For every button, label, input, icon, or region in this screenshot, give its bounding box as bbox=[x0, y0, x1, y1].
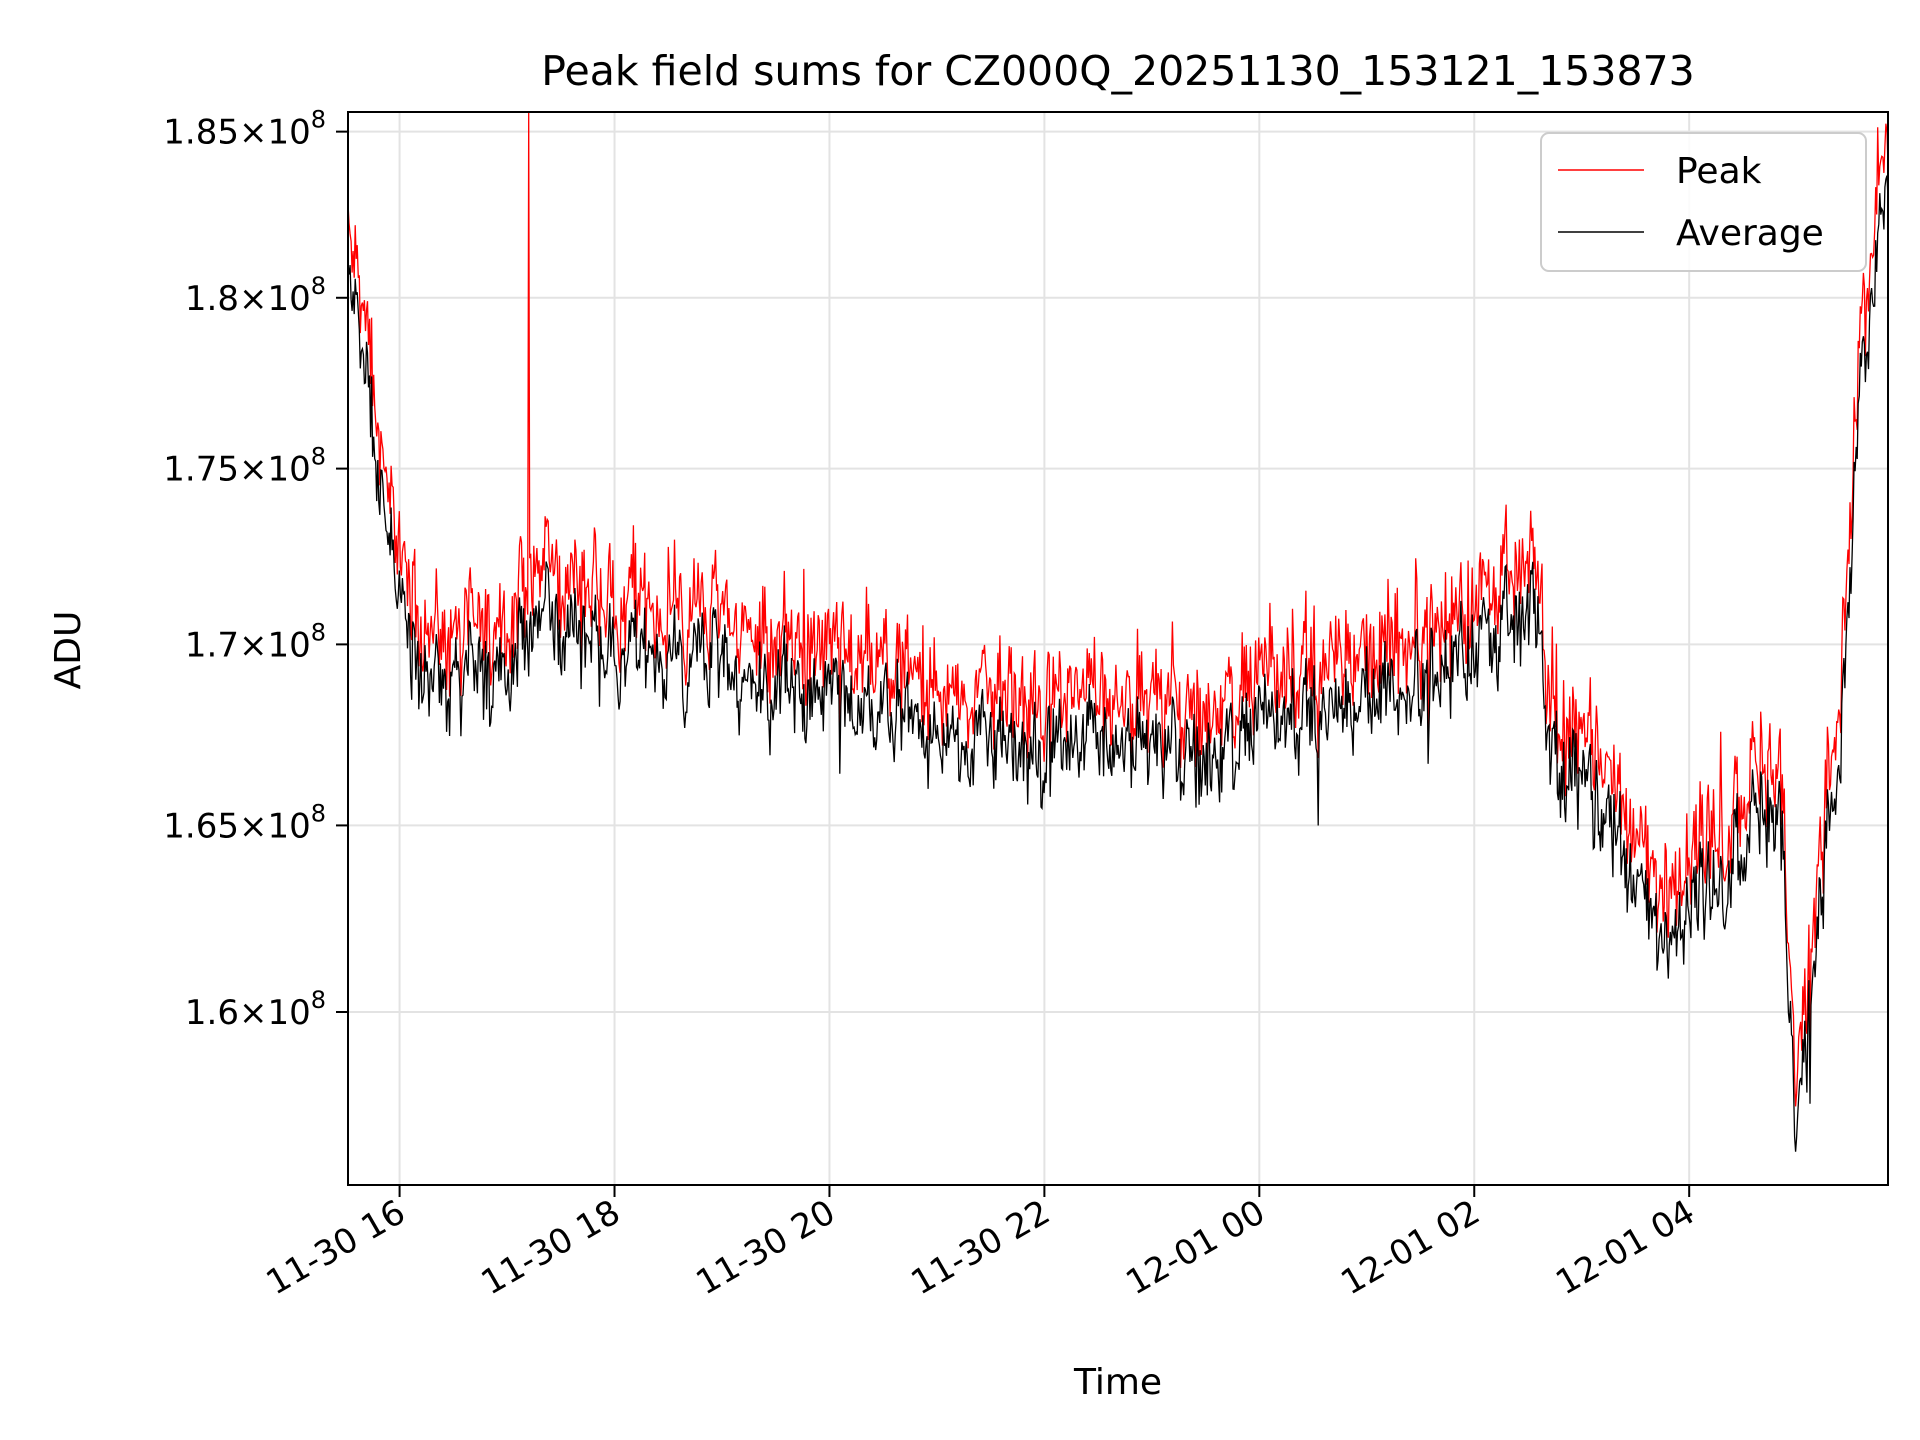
y-tick-exponent: 8 bbox=[311, 986, 326, 1014]
y-axis: 1.6×1081.65×1081.7×1081.75×1081.8×1081.8… bbox=[163, 106, 348, 1033]
y-tick-times: ×10 bbox=[239, 993, 311, 1033]
y-tick-mantissa: 1.7 bbox=[185, 625, 239, 665]
y-tick-label: 1.8×108 bbox=[185, 272, 326, 319]
y-tick-mantissa: 1.65 bbox=[163, 806, 239, 846]
y-tick-mantissa: 1.6 bbox=[185, 993, 239, 1033]
legend-average-label: Average bbox=[1676, 213, 1824, 254]
y-tick-times: ×10 bbox=[239, 450, 311, 490]
y-tick-label: 1.6×108 bbox=[185, 986, 326, 1033]
y-tick-times: ×10 bbox=[239, 279, 311, 319]
y-tick-exponent: 8 bbox=[311, 443, 326, 471]
series-average-line bbox=[348, 175, 1888, 1152]
y-tick-mantissa: 1.8 bbox=[185, 279, 239, 319]
y-tick-exponent: 8 bbox=[311, 799, 326, 827]
legend-box bbox=[1540, 132, 1867, 272]
y-tick-label: 1.85×108 bbox=[163, 106, 326, 153]
series-peak-line bbox=[348, 112, 1888, 1107]
y-tick-exponent: 8 bbox=[311, 272, 326, 300]
y-tick-times: ×10 bbox=[239, 113, 311, 153]
plot-frame bbox=[347, 111, 1889, 1186]
y-tick-label: 1.7×108 bbox=[185, 618, 326, 665]
legend-peak-label: Peak bbox=[1676, 151, 1762, 192]
y-tick-exponent: 8 bbox=[311, 618, 326, 646]
grid bbox=[348, 112, 1888, 1185]
y-axis-label: ADU bbox=[48, 611, 89, 690]
y-tick-times: ×10 bbox=[239, 806, 311, 846]
y-tick-mantissa: 1.75 bbox=[163, 450, 239, 490]
series-layer bbox=[348, 112, 1888, 1152]
chart-title: Peak field sums for CZ000Q_20251130_1531… bbox=[541, 47, 1694, 95]
legend: Peak Average bbox=[1540, 132, 1867, 272]
y-tick-times: ×10 bbox=[239, 625, 311, 665]
y-tick-exponent: 8 bbox=[311, 106, 326, 134]
y-tick-mantissa: 1.85 bbox=[163, 113, 239, 153]
y-tick-label: 1.75×108 bbox=[163, 443, 326, 490]
x-axis-label: Time bbox=[1073, 1362, 1162, 1403]
y-tick-label: 1.65×108 bbox=[163, 799, 326, 846]
